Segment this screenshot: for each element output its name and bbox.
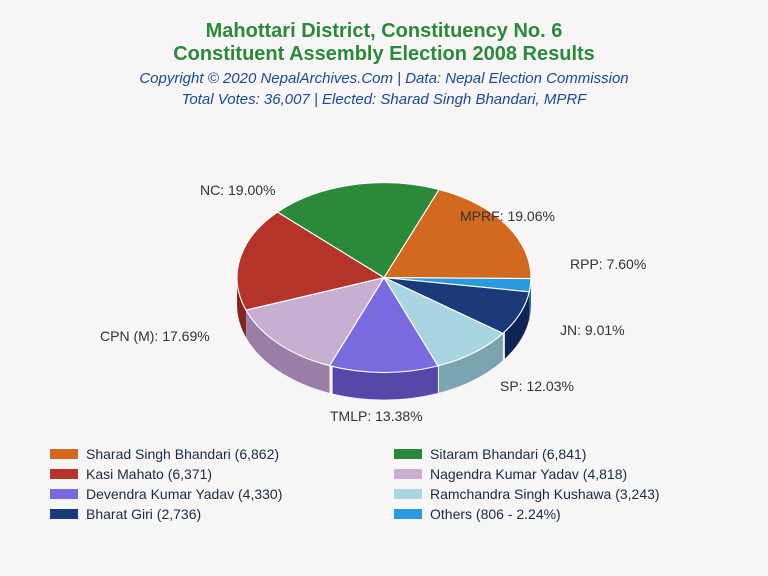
legend-swatch — [394, 489, 422, 499]
slice-label-cpn-m-: CPN (M): 17.69% — [100, 328, 210, 344]
legend-label: Ramchandra Singh Kushawa (3,243) — [430, 486, 660, 502]
legend: Sharad Singh Bhandari (6,862) Sitaram Bha… — [30, 446, 738, 522]
legend-label: Sharad Singh Bhandari (6,862) — [86, 446, 279, 462]
legend-item: Ramchandra Singh Kushawa (3,243) — [394, 486, 718, 502]
slice-label-jn: JN: 9.01% — [560, 322, 625, 338]
slice-label-tmlp: TMLP: 13.38% — [330, 408, 423, 424]
legend-label: Devendra Kumar Yadav (4,330) — [86, 486, 282, 502]
legend-label: Sitaram Bhandari (6,841) — [430, 446, 586, 462]
legend-item: Nagendra Kumar Yadav (4,818) — [394, 466, 718, 482]
legend-label: Nagendra Kumar Yadav (4,818) — [430, 466, 627, 482]
legend-swatch — [394, 509, 422, 519]
legend-swatch — [394, 469, 422, 479]
slice-label-sp: SP: 12.03% — [500, 378, 574, 394]
legend-swatch — [50, 489, 78, 499]
legend-item: Kasi Mahato (6,371) — [50, 466, 374, 482]
legend-swatch — [394, 449, 422, 459]
legend-label: Others (806 - 2.24%) — [430, 506, 561, 522]
chart-title-line2: Constituent Assembly Election 2008 Resul… — [30, 43, 738, 66]
slice-label-nc: NC: 19.00% — [200, 182, 275, 198]
legend-item: Devendra Kumar Yadav (4,330) — [50, 486, 374, 502]
legend-item: Others (806 - 2.24%) — [394, 506, 718, 522]
legend-item: Sitaram Bhandari (6,841) — [394, 446, 718, 462]
legend-swatch — [50, 449, 78, 459]
chart-summary: Total Votes: 36,007 | Elected: Sharad Si… — [30, 91, 738, 108]
chart-title-line1: Mahottari District, Constituency No. 6 — [30, 20, 738, 43]
legend-swatch — [50, 469, 78, 479]
pie-chart: MPRF: 19.06% RPP: 7.60% JN: 9.01% SP: 12.03… — [30, 118, 738, 438]
legend-label: Bharat Giri (2,736) — [86, 506, 201, 522]
chart-header: Mahottari District, Constituency No. 6 C… — [30, 20, 738, 108]
slice-label-rpp: RPP: 7.60% — [570, 256, 646, 272]
legend-label: Kasi Mahato (6,371) — [86, 466, 212, 482]
legend-item: Sharad Singh Bhandari (6,862) — [50, 446, 374, 462]
legend-item: Bharat Giri (2,736) — [50, 506, 374, 522]
slice-label-mprf: MPRF: 19.06% — [460, 208, 555, 224]
chart-copyright: Copyright © 2020 NepalArchives.Com | Dat… — [30, 70, 738, 87]
legend-swatch — [50, 509, 78, 519]
